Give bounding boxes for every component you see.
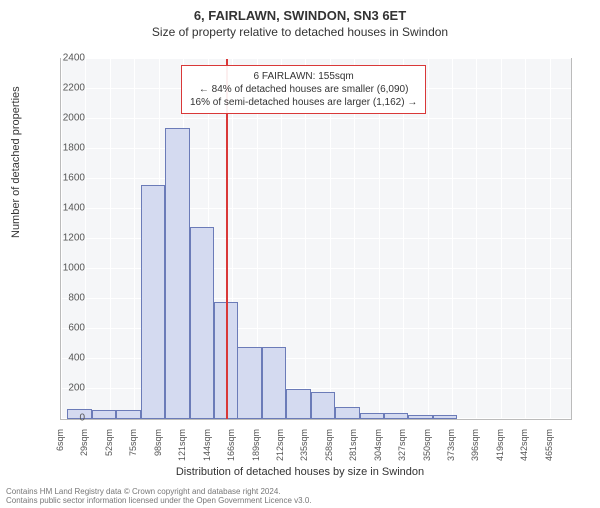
xtick-label: 144sqm — [202, 429, 212, 479]
xtick-label: 304sqm — [373, 429, 383, 479]
xtick-label: 75sqm — [128, 429, 138, 479]
xtick-label: 121sqm — [177, 429, 187, 479]
gridline-v — [428, 59, 429, 419]
xtick-label: 212sqm — [275, 429, 285, 479]
annotation-line-1: 6 FAIRLAWN: 155sqm — [190, 70, 417, 83]
histogram-bar — [311, 392, 335, 419]
chart-container: 6, FAIRLAWN, SWINDON, SN3 6ET Size of pr… — [0, 8, 600, 508]
gridline-v — [452, 59, 453, 419]
chart-area: 6 FAIRLAWN: 155sqm← 84% of detached hous… — [60, 58, 570, 418]
ytick-label: 2000 — [45, 113, 85, 124]
plot-region: 6 FAIRLAWN: 155sqm← 84% of detached hous… — [60, 58, 572, 420]
gridline-h — [61, 118, 571, 119]
footer-line-2: Contains public sector information licen… — [6, 496, 312, 506]
gridline-v — [110, 59, 111, 419]
gridline-h — [61, 148, 571, 149]
gridline-h — [61, 58, 571, 59]
ytick-label: 1000 — [45, 263, 85, 274]
xtick-label: 442sqm — [519, 429, 529, 479]
ytick-label: 400 — [45, 353, 85, 364]
histogram-bar — [335, 407, 359, 419]
ytick-label: 800 — [45, 293, 85, 304]
histogram-bar — [262, 347, 286, 419]
xtick-label: 6sqm — [55, 429, 65, 479]
ytick-label: 2400 — [45, 53, 85, 64]
xtick-label: 29sqm — [79, 429, 89, 479]
xtick-label: 258sqm — [324, 429, 334, 479]
footer-attribution: Contains HM Land Registry data © Crown c… — [6, 487, 312, 506]
xtick-label: 281sqm — [348, 429, 358, 479]
chart-title-sub: Size of property relative to detached ho… — [0, 25, 600, 39]
histogram-bar — [92, 410, 116, 419]
histogram-bar — [141, 185, 165, 419]
ytick-label: 1600 — [45, 173, 85, 184]
gridline-h — [61, 328, 571, 329]
ytick-label: 1400 — [45, 203, 85, 214]
gridline-h — [61, 208, 571, 209]
xtick-label: 396sqm — [470, 429, 480, 479]
gridline-v — [85, 59, 86, 419]
xtick-label: 419sqm — [495, 429, 505, 479]
gridline-h — [61, 238, 571, 239]
histogram-bar — [384, 413, 408, 419]
xtick-label: 235sqm — [299, 429, 309, 479]
gridline-h — [61, 178, 571, 179]
footer-line-1: Contains HM Land Registry data © Crown c… — [6, 487, 312, 497]
ytick-label: 1800 — [45, 143, 85, 154]
gridline-v — [550, 59, 551, 419]
histogram-bar — [286, 389, 310, 419]
ytick-label: 200 — [45, 383, 85, 394]
y-axis-label: Number of detached properties — [10, 86, 22, 238]
histogram-bar — [165, 128, 189, 419]
gridline-h — [61, 268, 571, 269]
xtick-label: 350sqm — [422, 429, 432, 479]
xtick-label: 189sqm — [251, 429, 261, 479]
xtick-label: 373sqm — [446, 429, 456, 479]
histogram-bar — [237, 347, 261, 419]
annotation-box: 6 FAIRLAWN: 155sqm← 84% of detached hous… — [181, 65, 426, 114]
gridline-h — [61, 298, 571, 299]
ytick-label: 0 — [45, 413, 85, 424]
histogram-bar — [433, 415, 457, 420]
histogram-bar — [116, 410, 140, 419]
ytick-label: 2200 — [45, 83, 85, 94]
chart-title-main: 6, FAIRLAWN, SWINDON, SN3 6ET — [0, 8, 600, 23]
xtick-label: 166sqm — [226, 429, 236, 479]
ytick-label: 600 — [45, 323, 85, 334]
ytick-label: 1200 — [45, 233, 85, 244]
gridline-v — [476, 59, 477, 419]
gridline-h — [61, 388, 571, 389]
xtick-label: 465sqm — [544, 429, 554, 479]
gridline-v — [501, 59, 502, 419]
gridline-v — [525, 59, 526, 419]
histogram-bar — [190, 227, 214, 419]
gridline-h — [61, 358, 571, 359]
xtick-label: 327sqm — [397, 429, 407, 479]
annotation-line-3: 16% of semi-detached houses are larger (… — [190, 96, 417, 109]
histogram-bar — [360, 413, 384, 419]
gridline-v — [134, 59, 135, 419]
xtick-label: 52sqm — [104, 429, 114, 479]
xtick-label: 98sqm — [153, 429, 163, 479]
histogram-bar — [408, 415, 432, 420]
annotation-line-2: ← 84% of detached houses are smaller (6,… — [190, 83, 417, 96]
